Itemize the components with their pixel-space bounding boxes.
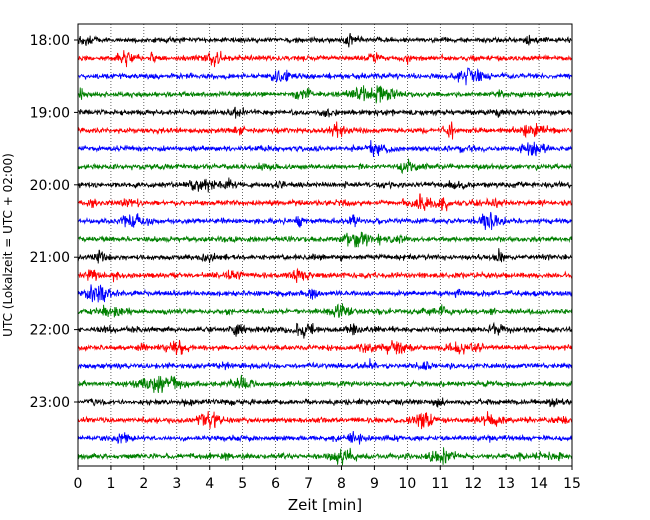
y-tick-label: 22:00	[30, 323, 70, 339]
grid-lines	[110, 24, 540, 466]
trace-2145	[77, 303, 573, 318]
y-axis-ticks: 18:00 19:00 20:00 21:00 22:00 23:00	[30, 33, 78, 411]
x-tick-label: 9	[370, 476, 379, 492]
y-tick-label: 21:00	[30, 250, 70, 266]
trace-2000	[77, 177, 573, 193]
trace-1830	[77, 67, 573, 86]
y-axis-label: UTC (Lokalzeit = UTC + 02:00)	[1, 153, 15, 337]
trace-1915	[77, 121, 573, 140]
x-tick-label: 0	[74, 476, 83, 492]
trace-1845	[77, 85, 573, 104]
trace-2200	[77, 321, 573, 339]
y-tick-label: 18:00	[30, 33, 70, 49]
x-tick-label: 15	[563, 476, 581, 492]
trace-2345	[77, 447, 573, 466]
x-tick-label: 14	[530, 476, 548, 492]
trace-2115	[77, 267, 573, 284]
x-axis-label: Zeit [min]	[288, 496, 362, 514]
x-tick-label: 6	[271, 476, 280, 492]
trace-1815	[77, 50, 573, 68]
seismic-traces	[77, 32, 573, 466]
trace-2045	[77, 231, 573, 248]
x-tick-label: 10	[398, 476, 416, 492]
trace-2245	[77, 374, 573, 393]
x-tick-label: 1	[106, 476, 115, 492]
x-tick-label: 13	[497, 476, 515, 492]
trace-2100	[77, 248, 573, 264]
trace-1800	[77, 32, 573, 48]
trace-1930	[77, 140, 573, 158]
trace-2215	[77, 339, 573, 356]
x-axis-ticks: 0 1 2 3 4 5 6 7 8 9 10 11 12 13 14 15	[74, 466, 581, 492]
x-tick-label: 8	[337, 476, 346, 492]
trace-2315	[77, 411, 573, 430]
trace-2330	[77, 431, 573, 445]
trace-2230	[77, 358, 573, 371]
trace-2300	[77, 397, 573, 408]
x-tick-label: 3	[172, 476, 181, 492]
trace-2130	[77, 284, 573, 303]
plot-frame	[77, 23, 573, 467]
y-tick-label: 20:00	[30, 178, 70, 194]
y-tick-label: 19:00	[30, 105, 70, 121]
x-tick-label: 12	[464, 476, 482, 492]
y-tick-label: 23:00	[30, 395, 70, 411]
x-tick-label: 2	[139, 476, 148, 492]
trace-1900	[77, 106, 573, 119]
x-tick-label: 7	[304, 476, 313, 492]
x-tick-label: 5	[238, 476, 247, 492]
x-tick-label: 4	[205, 476, 214, 492]
trace-1945	[77, 158, 573, 175]
x-tick-label: 11	[431, 476, 449, 492]
trace-2030	[77, 211, 573, 231]
trace-2015	[77, 193, 573, 212]
